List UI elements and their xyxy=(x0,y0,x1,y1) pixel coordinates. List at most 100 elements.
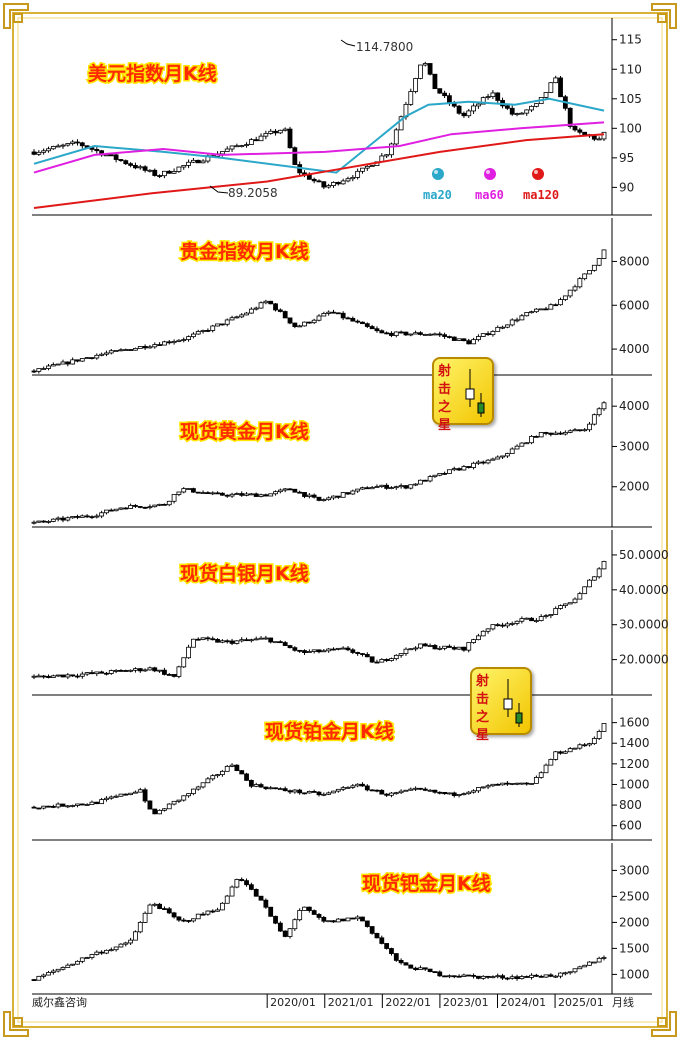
candle-body xyxy=(543,615,549,618)
candle-body xyxy=(331,311,336,314)
candle-body xyxy=(229,145,235,150)
candle-body xyxy=(350,917,356,920)
candle-body xyxy=(480,461,486,464)
candle-body xyxy=(596,731,602,739)
candle-body xyxy=(162,503,167,506)
candle-body xyxy=(451,468,457,471)
candle-body xyxy=(331,495,336,499)
candle-body xyxy=(162,669,167,675)
candle-body xyxy=(335,182,341,185)
candle-body xyxy=(364,165,370,169)
candle-body xyxy=(596,258,602,266)
candle-body xyxy=(104,352,109,355)
candle-body xyxy=(258,784,264,788)
candle-body xyxy=(41,675,47,678)
candle-body xyxy=(229,640,235,644)
candle-body xyxy=(287,488,293,491)
candle-body xyxy=(384,484,390,489)
corner-ornament-br xyxy=(651,1011,677,1037)
candle-body xyxy=(311,791,317,793)
candle-body xyxy=(504,782,510,785)
candle-body xyxy=(519,976,525,980)
candle-body xyxy=(548,432,554,435)
candle-body xyxy=(548,82,554,93)
candle-body xyxy=(84,804,90,806)
candle-body xyxy=(306,906,312,911)
candle-body xyxy=(490,458,496,461)
candle-body xyxy=(514,319,520,322)
candle-body xyxy=(273,303,278,311)
candle-body xyxy=(553,77,559,84)
candle-body xyxy=(65,964,71,968)
candle-body xyxy=(113,154,119,160)
candle-body xyxy=(258,494,264,497)
candle-body xyxy=(234,640,240,644)
shooting-star-badge-platinum: 射 击 之 星 xyxy=(470,667,532,743)
candle-body xyxy=(418,332,423,335)
candle-body xyxy=(166,341,172,344)
candle-body xyxy=(596,138,602,141)
candle-body xyxy=(432,645,438,650)
candle-body xyxy=(533,777,539,784)
candle-body xyxy=(224,640,230,643)
candle-body xyxy=(485,459,491,464)
candle-body xyxy=(321,793,327,796)
candle-body xyxy=(384,659,390,661)
high-marker xyxy=(340,39,356,47)
candle-body xyxy=(99,799,105,805)
candle-body xyxy=(350,490,356,495)
candle-body xyxy=(316,180,322,183)
candle-body xyxy=(176,491,182,495)
low-marker xyxy=(209,185,229,194)
candle-body xyxy=(147,667,153,671)
candle-body xyxy=(408,484,414,489)
candle-body xyxy=(326,792,332,795)
candle-body xyxy=(345,178,351,182)
candle-body xyxy=(326,648,332,652)
candle-body xyxy=(577,593,583,600)
candle-body xyxy=(442,791,447,795)
candle-body xyxy=(437,647,443,650)
candle-body xyxy=(55,145,61,148)
candle-body xyxy=(476,635,481,641)
candle-body xyxy=(75,516,80,518)
candle-body xyxy=(413,647,419,650)
series-line-ma120 xyxy=(33,133,605,209)
candle-body xyxy=(292,488,298,493)
candle-body xyxy=(398,653,404,656)
candle-body xyxy=(335,918,341,923)
candle-body xyxy=(538,432,544,438)
candle-body xyxy=(273,130,278,134)
candle-body xyxy=(302,650,307,653)
candle-body xyxy=(147,506,153,509)
candle-body xyxy=(186,793,191,797)
candle-body xyxy=(147,346,153,349)
candle-body xyxy=(306,651,312,653)
candle-body xyxy=(572,286,578,291)
candle-body xyxy=(147,800,153,810)
candle-body xyxy=(466,466,472,468)
y-tick-label: 2000 xyxy=(619,915,650,929)
candle-body xyxy=(558,751,563,754)
candle-body xyxy=(509,319,515,326)
candle-body xyxy=(408,648,414,651)
candle-body xyxy=(369,656,375,663)
candle-body xyxy=(277,309,283,312)
candle-body xyxy=(413,787,419,790)
candle-body xyxy=(162,908,167,910)
candle-body xyxy=(142,669,148,672)
panel-3: 4000 3000 2000 现货黄金月K线 xyxy=(31,378,652,528)
candle-body xyxy=(389,948,394,954)
candle-body xyxy=(379,330,385,334)
candle-body xyxy=(490,783,496,787)
candle-body xyxy=(490,976,496,979)
candle-body xyxy=(422,479,428,482)
candle-body xyxy=(176,799,182,802)
candle-body xyxy=(562,751,568,754)
candle-body xyxy=(514,976,520,980)
candle-body xyxy=(152,667,158,672)
y-tick-label: 1000 xyxy=(619,967,650,981)
candle-body xyxy=(205,637,211,640)
candle-body xyxy=(471,790,476,793)
candle-body xyxy=(186,336,191,340)
